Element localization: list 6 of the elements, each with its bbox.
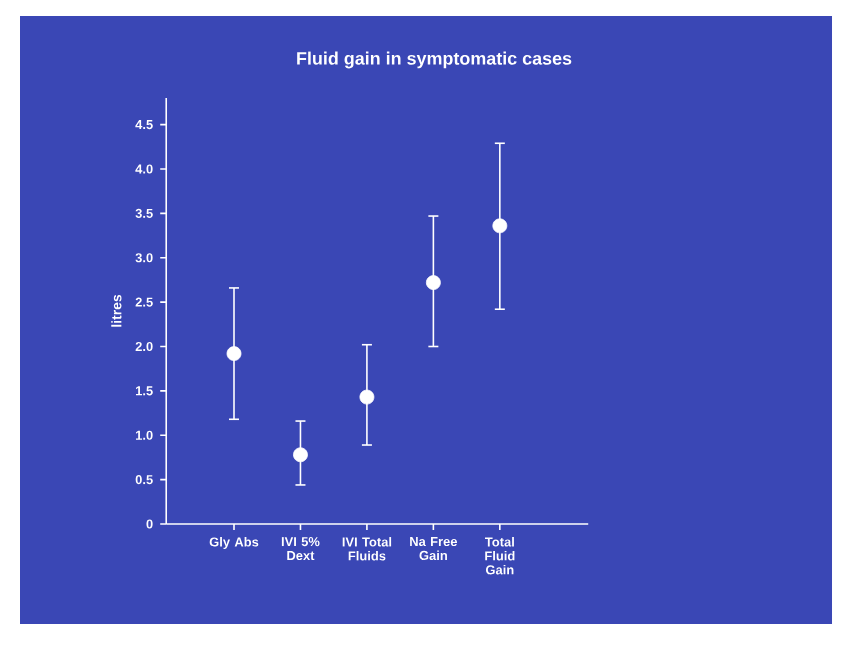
point: [226, 346, 242, 361]
point: [425, 275, 441, 290]
chart-title: Fluid gain in symptomatic cases: [297, 51, 572, 69]
point: [359, 389, 375, 405]
point: [492, 218, 508, 234]
point: [293, 447, 308, 463]
